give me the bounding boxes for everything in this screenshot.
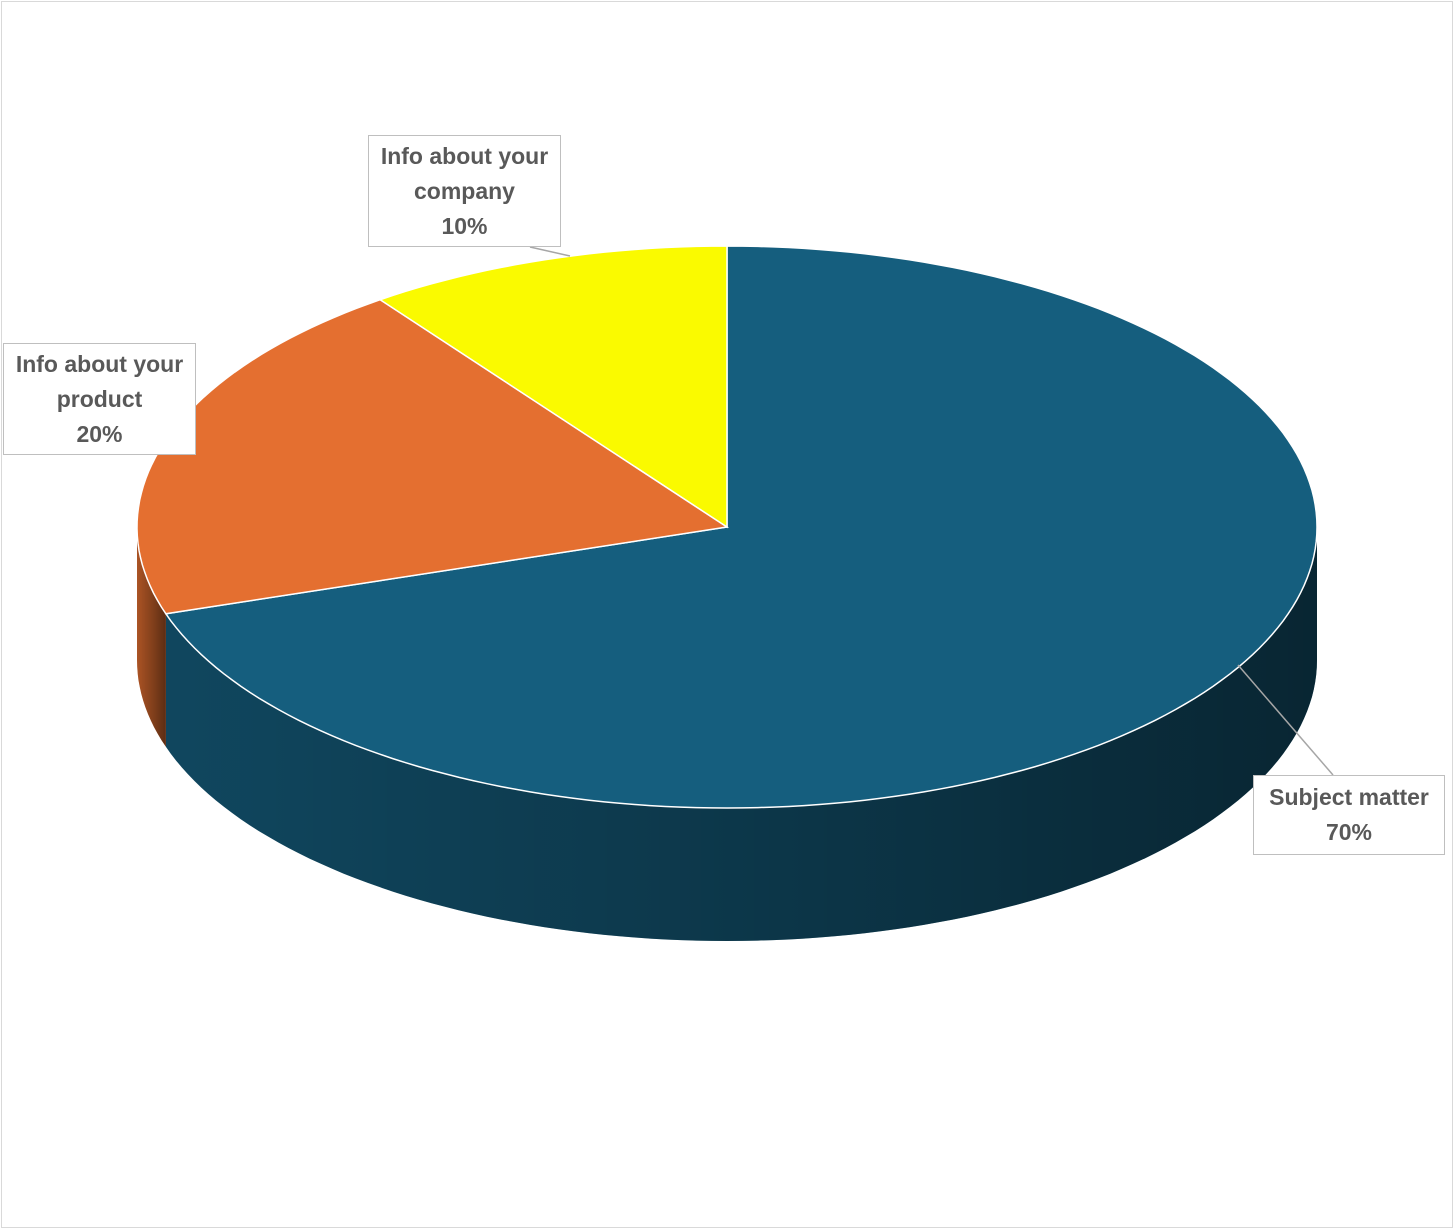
leader-line — [529, 246, 571, 257]
label-category: Info about your company — [380, 142, 549, 204]
side-shade — [165, 527, 1317, 941]
data-label: Info about your product 20% — [3, 343, 196, 455]
label-category: Info about your product — [15, 350, 184, 412]
data-label: Subject matter 70% — [1253, 775, 1445, 855]
slice — [164, 245, 1318, 809]
leader-line — [1237, 664, 1334, 776]
label-value: 10% — [441, 212, 488, 239]
label-value: 70% — [1325, 819, 1373, 845]
data-label: Info about your company 10% — [368, 135, 561, 247]
slice — [378, 245, 728, 529]
side-shade — [137, 527, 166, 747]
label-value: 20% — [76, 420, 123, 447]
label-category: Subject matter — [1269, 784, 1429, 810]
